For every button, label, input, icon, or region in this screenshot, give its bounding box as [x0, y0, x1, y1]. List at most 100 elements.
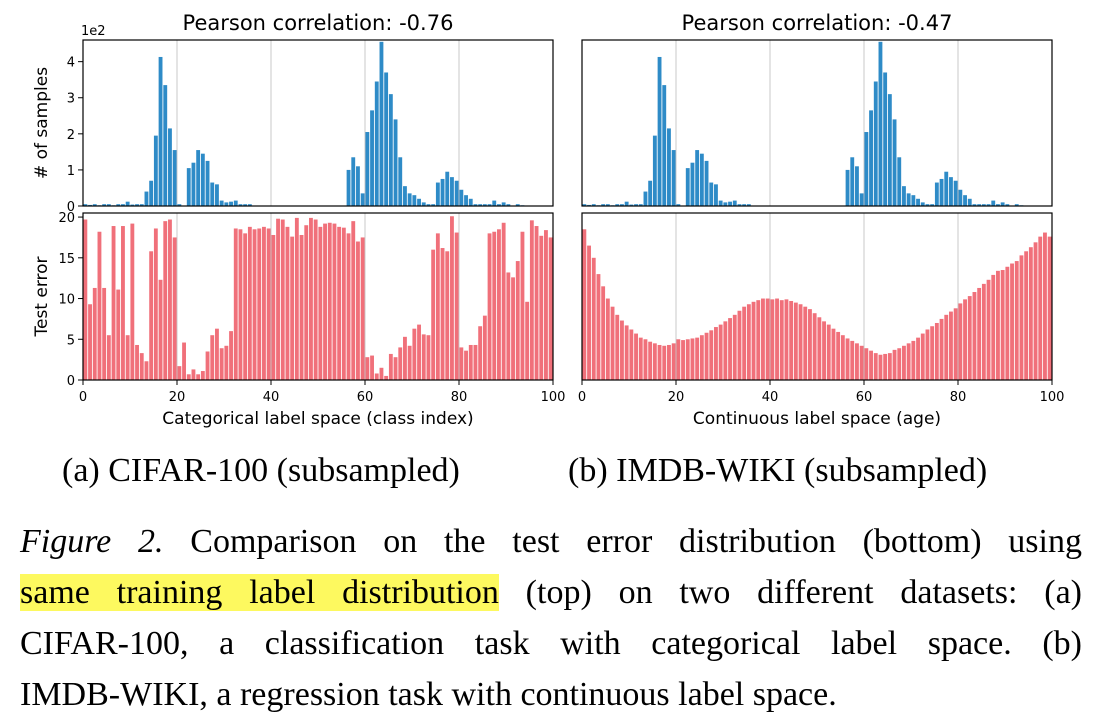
bar	[972, 204, 977, 206]
bar	[845, 169, 850, 206]
bar	[299, 234, 304, 380]
bar	[977, 204, 982, 206]
bar	[685, 339, 690, 380]
bar	[991, 274, 996, 380]
bar	[200, 371, 205, 380]
bar	[365, 357, 370, 380]
x-tick-label: 80	[451, 390, 468, 405]
bar	[487, 233, 492, 380]
bar	[685, 168, 690, 206]
bar	[1010, 263, 1014, 380]
bar	[149, 251, 154, 380]
bar	[732, 314, 737, 380]
bar	[492, 231, 497, 380]
bar	[515, 204, 520, 206]
bar	[756, 300, 761, 380]
bar	[398, 347, 403, 380]
bar	[215, 184, 219, 206]
bar	[958, 303, 963, 380]
bar	[464, 350, 468, 380]
bar	[953, 308, 958, 380]
bar	[836, 331, 841, 380]
bar	[130, 204, 135, 206]
bar	[111, 226, 116, 380]
bar	[393, 119, 398, 206]
x-tick-label: 40	[762, 390, 779, 405]
bar	[351, 221, 356, 380]
bar	[939, 178, 944, 206]
caption-line-4: IMDB-WIKI, a regression task with contin…	[20, 676, 837, 713]
bar	[638, 337, 643, 380]
bar	[304, 225, 309, 380]
bar	[850, 157, 855, 206]
bar	[681, 340, 685, 380]
bar	[116, 204, 121, 206]
bar	[869, 110, 873, 206]
caption-text-2: (top) on two different datasets: (a)	[498, 574, 1082, 611]
bar	[403, 186, 407, 206]
bar	[468, 344, 473, 380]
bar	[784, 299, 789, 380]
x-tick-label: 40	[263, 390, 280, 405]
bar	[92, 287, 97, 380]
bar	[539, 235, 544, 380]
bar	[939, 318, 944, 380]
y-tick-label: 0	[67, 374, 75, 389]
bar	[172, 150, 177, 206]
bar	[624, 201, 629, 206]
bar	[746, 204, 751, 206]
bar	[97, 231, 102, 380]
bar	[986, 279, 991, 380]
bar	[779, 300, 784, 380]
bar	[972, 292, 977, 380]
bar	[864, 348, 869, 380]
bar	[925, 204, 930, 206]
bar	[605, 204, 610, 206]
x-tick-label: 60	[856, 390, 873, 405]
bar	[1038, 236, 1043, 380]
bar	[714, 327, 718, 380]
subcaption-b: (b) IMDB-WIKI (subsampled)	[568, 452, 988, 489]
bar	[949, 177, 953, 206]
bar	[986, 204, 991, 206]
bar	[473, 344, 478, 380]
y-tick-label: 4	[67, 56, 75, 71]
bar	[285, 226, 290, 380]
bar	[610, 306, 615, 380]
bar	[601, 204, 606, 206]
bar	[591, 204, 596, 206]
chart-title: Pearson correlation: -0.47	[682, 11, 953, 35]
bar	[421, 202, 426, 206]
bar	[186, 374, 191, 380]
bar	[262, 226, 266, 380]
bar	[695, 337, 700, 380]
bar	[238, 204, 243, 206]
bar	[360, 237, 365, 380]
bar	[1014, 204, 1019, 206]
bar	[1033, 242, 1038, 380]
bar	[398, 157, 403, 206]
bar	[996, 204, 1000, 206]
bar	[191, 369, 196, 380]
bar	[313, 219, 318, 380]
bar	[648, 180, 653, 206]
caption-line-2: same training label distribution (top) o…	[20, 567, 1082, 618]
bar	[620, 320, 624, 380]
bar	[981, 283, 986, 380]
bar	[798, 304, 803, 380]
bar	[393, 357, 398, 380]
bar	[417, 324, 421, 380]
bar	[967, 198, 972, 206]
y-offset-label: 1e2	[81, 24, 106, 39]
bar	[624, 325, 629, 380]
bar	[634, 333, 638, 380]
bar	[116, 289, 121, 380]
bar	[695, 150, 700, 206]
axes-frame	[82, 39, 554, 207]
bar	[958, 189, 963, 206]
bar	[515, 261, 520, 380]
y-tick-label: 20	[58, 211, 75, 226]
bar	[1000, 270, 1005, 380]
bar	[417, 198, 421, 206]
bar	[525, 301, 530, 380]
